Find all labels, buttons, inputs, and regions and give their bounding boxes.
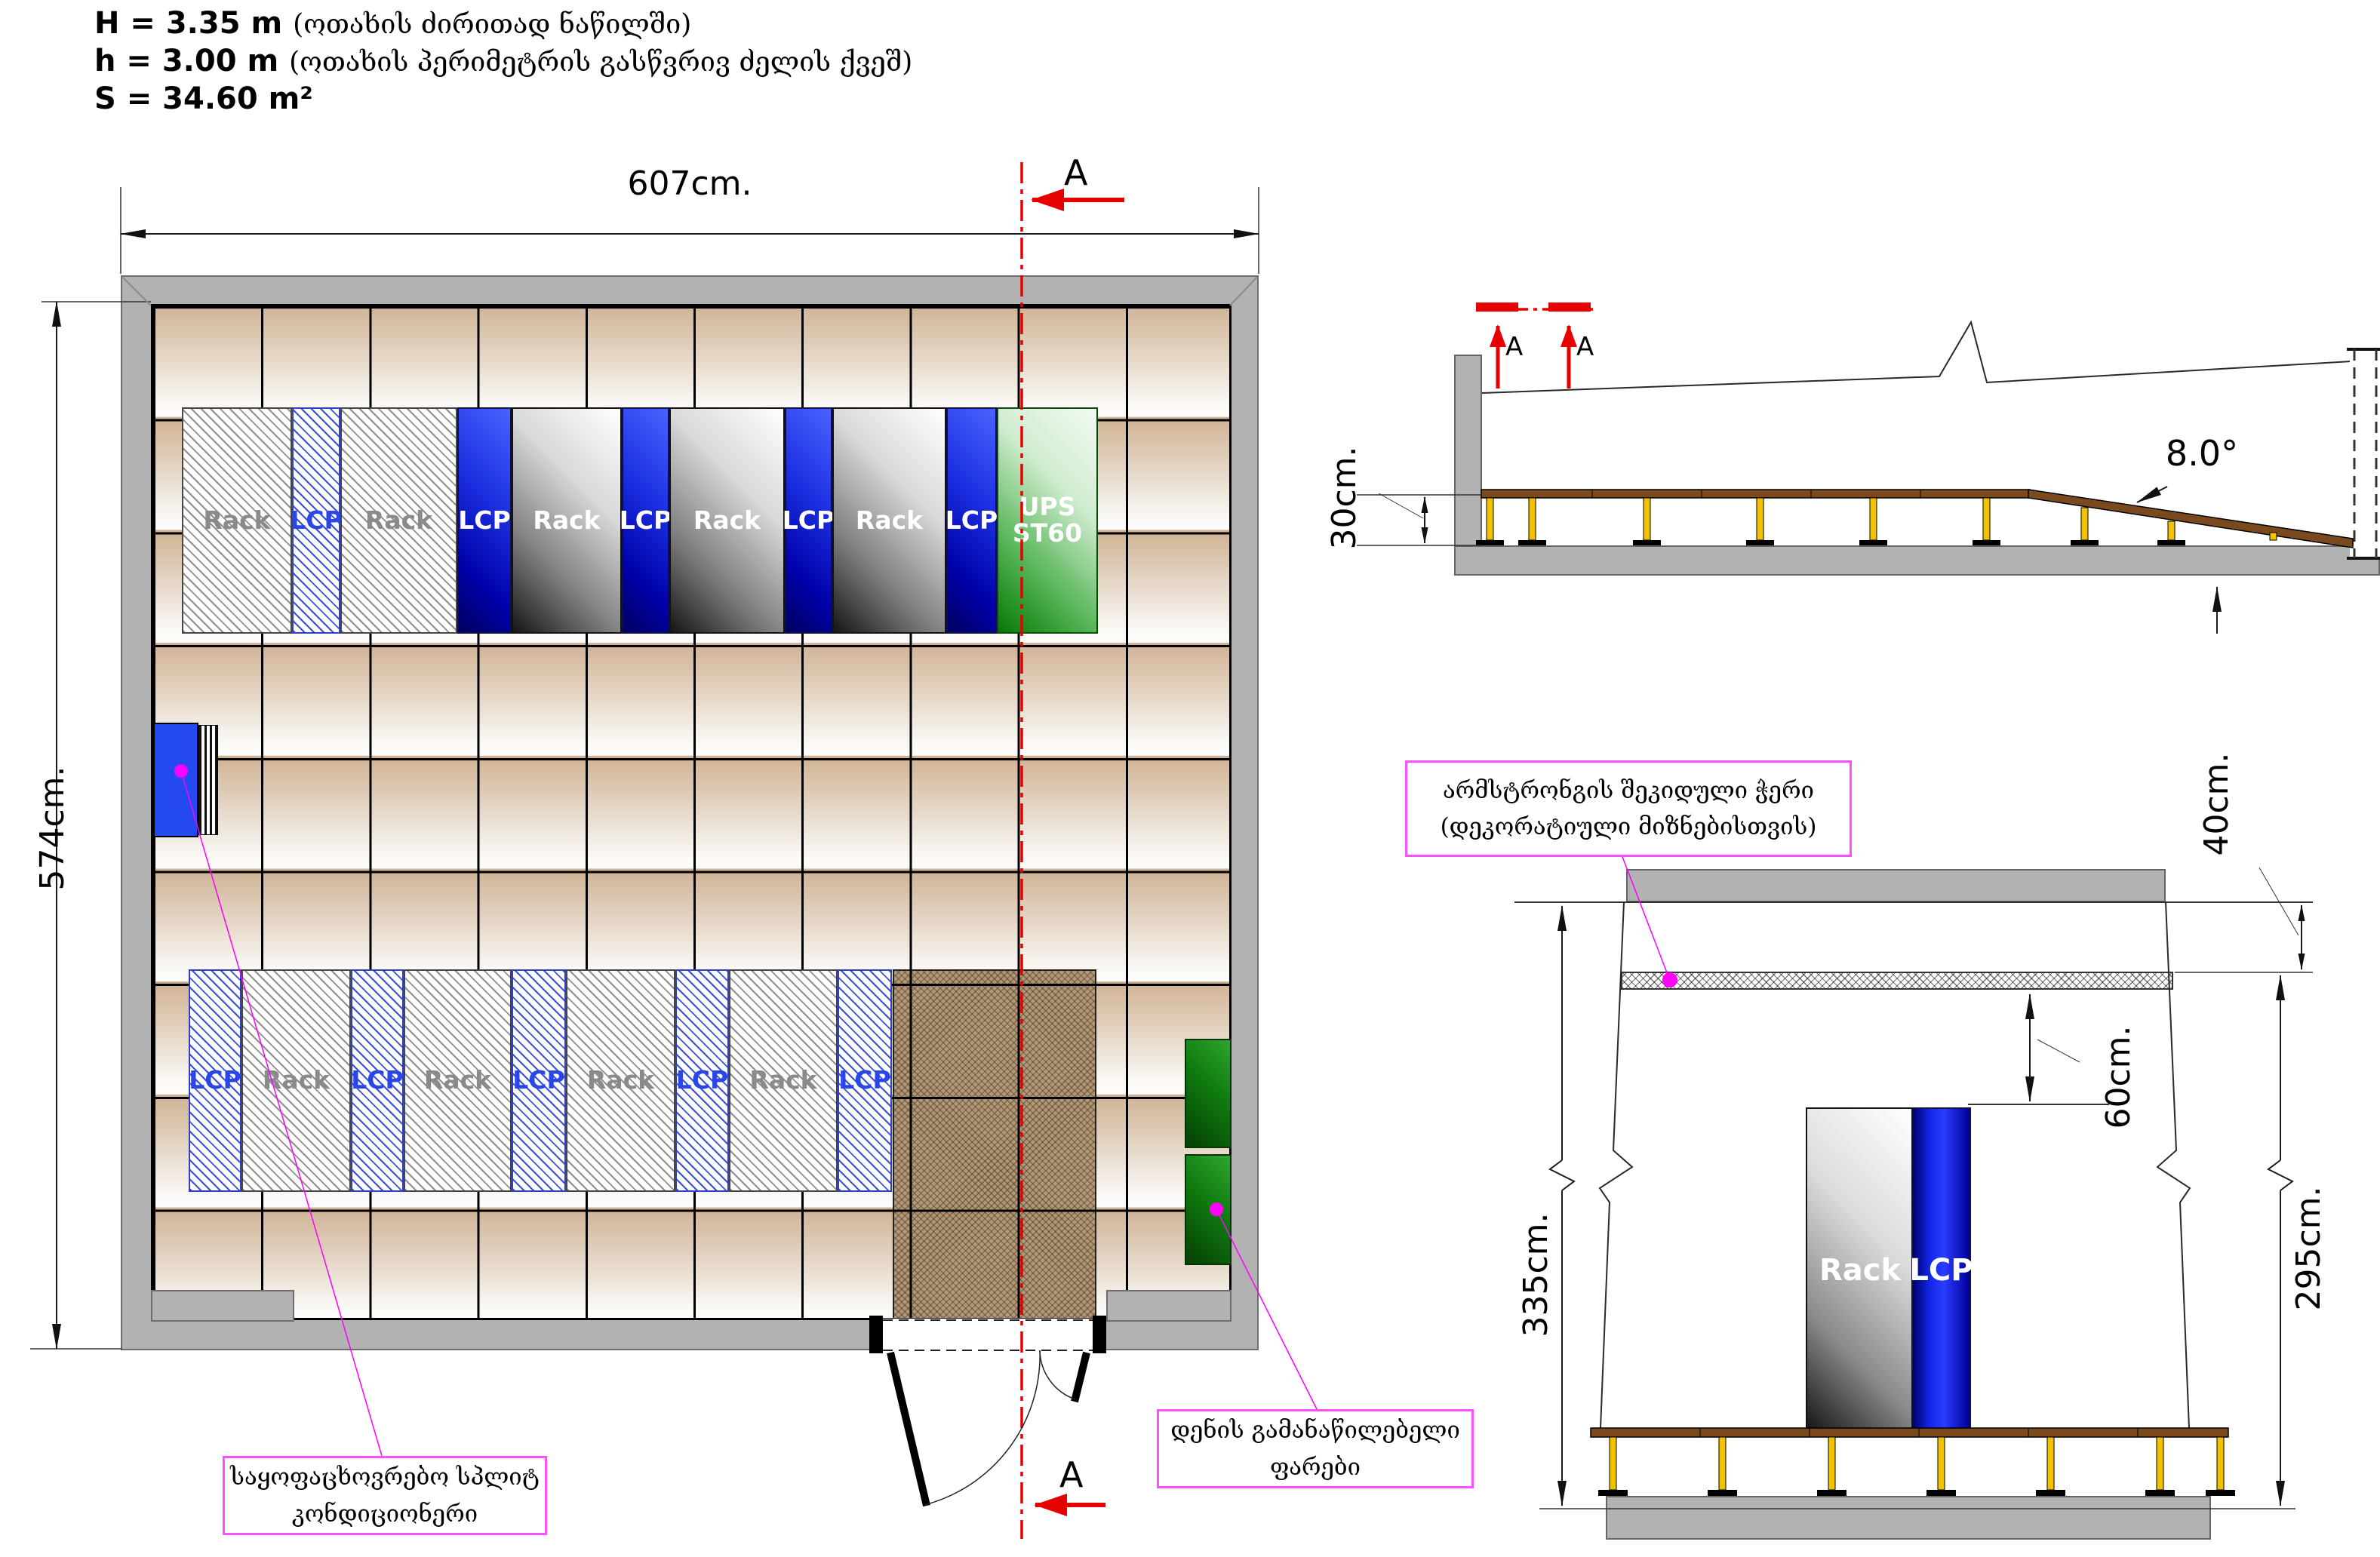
rack-unit: Rack xyxy=(404,969,512,1192)
plan-door-post-left xyxy=(869,1316,883,1353)
plan-door-opening xyxy=(883,1319,1093,1352)
unit-label: Rack xyxy=(203,505,271,535)
unit-label: Rack xyxy=(749,1065,817,1095)
plan-power-board-2 xyxy=(1185,1154,1232,1265)
header-line-3: S = 34.60 m² xyxy=(94,81,313,116)
unit-label: Rack xyxy=(586,1065,655,1095)
unit-label: LCP xyxy=(290,505,343,535)
section-suspended-ceiling xyxy=(1621,972,2173,990)
lcp-unit: LCP xyxy=(619,407,672,634)
section-ceiling-slab xyxy=(1626,869,2166,902)
plan-split-ac-unit xyxy=(153,723,198,837)
lcp-unit: LCP xyxy=(512,969,566,1192)
section-floor-slab xyxy=(1606,1496,2211,1540)
unit-label: LCP xyxy=(458,505,511,535)
section-rack: Rack xyxy=(1806,1107,1914,1433)
lcp-unit: LCP xyxy=(189,969,241,1192)
elevation-wall xyxy=(1454,355,1482,548)
unit-label: UPS ST60 xyxy=(1012,492,1083,548)
rack-unit: Rack xyxy=(669,407,785,634)
lcp-unit: LCP xyxy=(945,407,998,634)
plan-width-dim: 607cm. xyxy=(627,164,752,203)
section-gap-dim: 60cm. xyxy=(2099,1025,2138,1129)
plan-door-post-right xyxy=(1093,1316,1106,1353)
callout-armstrong-line2: (დეკორატიული მიზნებისთვის) xyxy=(1440,813,1817,840)
section-plenum-dim: 40cm. xyxy=(2197,752,2236,856)
rack-unit: Rack xyxy=(832,407,946,634)
callout-armstrong-ceiling: არმსტრონგის შეკიდული ჭერი (დეკორატიული მ… xyxy=(1405,760,1852,857)
unit-label: Rack xyxy=(423,1065,492,1095)
unit-label: LCP xyxy=(782,505,835,535)
section-left-height-dim: 335cm. xyxy=(1517,1212,1555,1337)
callout-power-boards-line2: ფარები xyxy=(1269,1453,1361,1481)
unit-label: LCP xyxy=(945,505,998,535)
plan-section-letter-bottom: A xyxy=(1059,1454,1084,1495)
unit-label: LCP xyxy=(189,1065,241,1095)
callout-armstrong-line1: არმსტრონგის შეკიდული ჭერი xyxy=(1443,776,1814,804)
plan-split-ac-grille xyxy=(198,725,218,835)
rack-unit: Rack xyxy=(182,407,292,634)
unit-label: LCP xyxy=(838,1065,891,1095)
elevation-ramp-angle: 8.0° xyxy=(2165,433,2239,474)
elevation-section-letter-1: A xyxy=(1505,332,1524,362)
plan-height-dim: 574cm. xyxy=(33,766,72,891)
lcp-unit: LCP xyxy=(457,407,512,634)
unit-label: Rack xyxy=(693,505,761,535)
unit-label: LCP xyxy=(619,505,672,535)
section-right-height-dim: 295cm. xyxy=(2289,1186,2328,1311)
plan-wall-pier-left xyxy=(151,1290,294,1322)
section-lcp: LCP xyxy=(1909,1107,1973,1433)
rack-unit: Rack xyxy=(566,969,675,1192)
lcp-unit: LCP xyxy=(351,969,404,1192)
header-line-1: H = 3.35 m (ოთახის ძირითად ნაწილში) xyxy=(94,6,692,41)
callout-split-ac: საყოფაცხოვრებო სპლიტ კონდიციონერი xyxy=(223,1456,547,1535)
rack-unit: Rack xyxy=(340,407,457,634)
callout-power-boards-line1: დენის გამანაწილებელი xyxy=(1170,1417,1460,1445)
elevation-floor-slab xyxy=(1454,545,2380,576)
unit-label: Rack xyxy=(855,505,924,535)
unit-label: Rack xyxy=(533,505,601,535)
lcp-unit: LCP xyxy=(838,969,892,1192)
callout-split-ac-line1: საყოფაცხოვრებო სპლიტ xyxy=(230,1463,540,1491)
ups-unit: UPS ST60 xyxy=(997,407,1098,634)
callout-split-ac-line2: კონდიციონერი xyxy=(291,1500,478,1528)
unit-label: Rack xyxy=(262,1065,331,1095)
callout-power-boards: დენის გამანაწილებელი ფარები xyxy=(1157,1409,1474,1488)
elevation-section-letter-2: A xyxy=(1576,332,1594,362)
unit-label: Rack xyxy=(364,505,433,535)
elevation-floor-height-dim: 30cm. xyxy=(1325,446,1364,550)
plan-section-letter-top: A xyxy=(1064,152,1088,193)
header-line-2: h = 3.00 m (ოთახის პერიმეტრის გასწვრივ ძ… xyxy=(94,44,913,78)
lcp-unit: LCP xyxy=(675,969,729,1192)
unit-label: LCP xyxy=(351,1065,404,1095)
lcp-unit: LCP xyxy=(782,407,835,634)
plan-wall-pier-right xyxy=(1106,1290,1232,1322)
lcp-unit: LCP xyxy=(290,407,343,634)
unit-label: LCP xyxy=(512,1065,565,1095)
unit-label: LCP xyxy=(675,1065,729,1095)
rack-unit: Rack xyxy=(729,969,838,1192)
rack-unit: Rack xyxy=(512,407,622,634)
rack-unit: Rack xyxy=(241,969,351,1192)
plan-power-board-1 xyxy=(1185,1039,1232,1148)
